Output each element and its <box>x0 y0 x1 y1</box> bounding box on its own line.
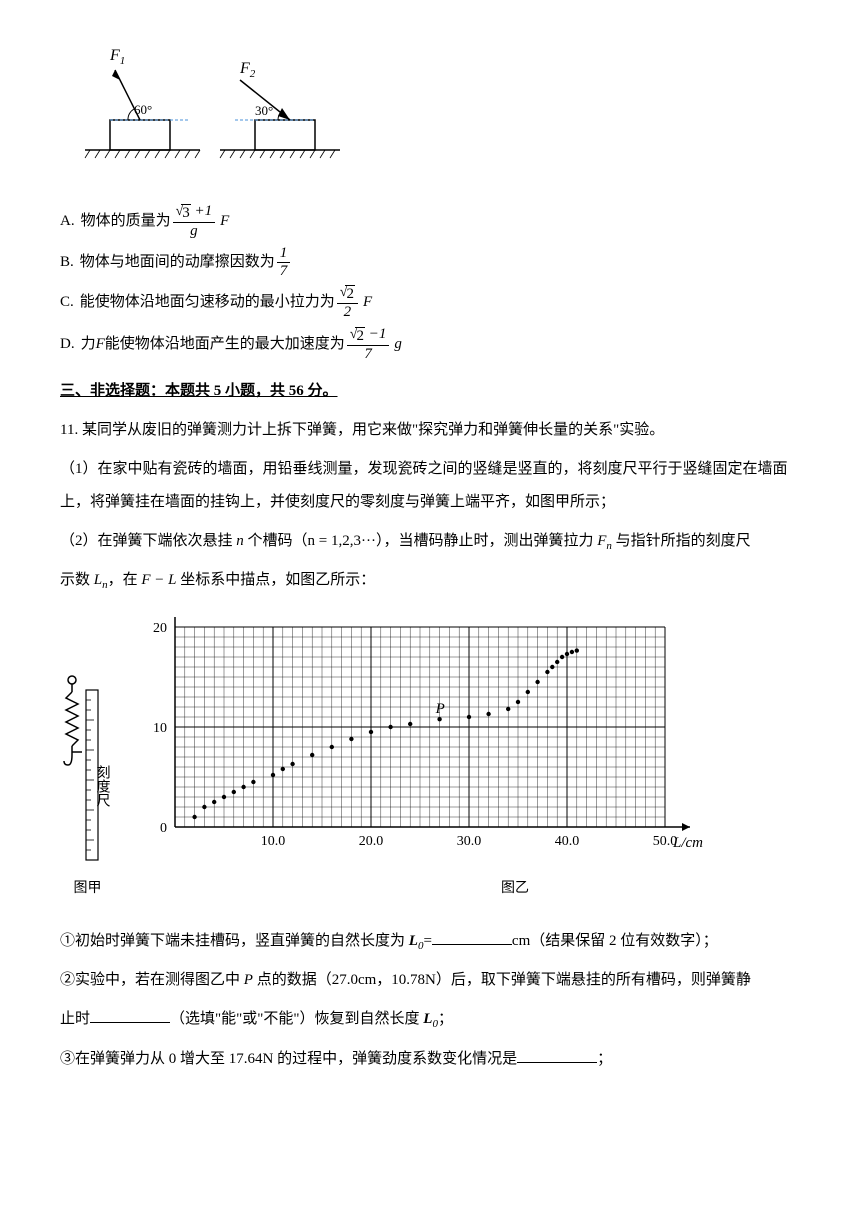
option-b-text: 物体与地面间的动摩擦因数为 <box>80 246 275 279</box>
svg-text:50.0: 50.0 <box>653 834 678 849</box>
svg-text:F/N: F/N <box>186 617 211 621</box>
angle1-text: 60° <box>134 102 152 117</box>
option-a-formula: 3 +1g F <box>171 203 230 241</box>
q11-part2-line2: 示数 Ln，在 F − L 坐标系中描点，如图乙所示： <box>60 564 800 597</box>
option-c-text: 能使物体沿地面匀速移动的最小拉力为 <box>80 286 335 319</box>
force-diagram-row: 60° F1 30° F2 <box>80 40 800 183</box>
caption-right: 图乙 <box>320 874 710 905</box>
option-d-formula: 2 −17 g <box>345 326 402 364</box>
svg-text:20: 20 <box>153 621 167 636</box>
q11-sub1: ①初始时弹簧下端未挂槽码，竖直弹簧的自然长度为 L0=cm（结果保留 2 位有效… <box>60 925 800 958</box>
option-d-text-pre: 力 <box>81 328 96 361</box>
chart-wrapper: F/NL/cm0102010.020.030.040.050.0P 图乙 <box>140 617 710 905</box>
option-a-label: A. <box>60 205 75 238</box>
svg-text:F2: F2 <box>239 60 256 80</box>
angle2-text: 30° <box>255 103 273 118</box>
q11-part2-line1: （2）在弹簧下端依次悬挂 n 个槽码（n = 1,2,3···），当槽码静止时，… <box>60 525 800 558</box>
option-d-label: D. <box>60 328 75 361</box>
blank-2[interactable] <box>90 1008 170 1023</box>
option-c: C. 能使物体沿地面匀速移动的最小拉力为 22 F <box>60 284 800 322</box>
fl-chart-svg: F/NL/cm0102010.020.030.040.050.0P <box>140 617 710 857</box>
blank-1[interactable] <box>432 930 512 945</box>
option-b-label: B. <box>60 246 74 279</box>
svg-text:F1: F1 <box>109 47 125 67</box>
q11-part1: （1）在家中贴有瓷砖的墙面，用铅垂线测量，发现瓷砖之间的竖缝是竖直的，将刻度尺平… <box>60 453 800 519</box>
force-diagram-svg: 60° F1 30° F2 <box>80 40 340 170</box>
q11-sub3: ③在弹簧弹力从 0 增大至 17.64N 的过程中，弹簧劲度系数变化情况是； <box>60 1043 800 1076</box>
option-c-formula: 22 F <box>335 284 372 322</box>
section-3-header: 三、非选择题：本题共 5 小题，共 56 分。 <box>60 375 800 408</box>
caption-left: 图甲 <box>74 874 102 905</box>
svg-text:P: P <box>435 702 445 718</box>
svg-text:30.0: 30.0 <box>457 834 482 849</box>
option-d-text-mid: 能使物体沿地面产生的最大加速度为 <box>105 328 345 361</box>
svg-text:20.0: 20.0 <box>359 834 384 849</box>
svg-text:10.0: 10.0 <box>261 834 286 849</box>
option-b: B. 物体与地面间的动摩擦因数为 17 <box>60 245 800 281</box>
option-d: D. 力 F 能使物体沿地面产生的最大加速度为 2 −17 g <box>60 326 800 364</box>
q11-sub2-line2: 止时（选填"能"或"不能"）恢复到自然长度 L0； <box>60 1003 800 1036</box>
svg-text:40.0: 40.0 <box>555 834 580 849</box>
option-a-text: 物体的质量为 <box>81 205 171 238</box>
ruler-label: 刻度尺 <box>95 765 111 807</box>
q11-sub2-line1: ②实验中，若在测得图乙中 P 点的数据（27.0cm，10.78N）后，取下弹簧… <box>60 964 800 997</box>
option-a: A. 物体的质量为 3 +1g F <box>60 203 800 241</box>
svg-text:10: 10 <box>153 721 167 736</box>
option-c-label: C. <box>60 286 74 319</box>
option-b-formula: 17 <box>275 245 293 281</box>
blank-3[interactable] <box>517 1048 597 1063</box>
svg-text:0: 0 <box>160 821 167 836</box>
spring-diagram: 刻度尺 图甲 <box>60 670 115 905</box>
chart-row: 刻度尺 图甲 F/NL/cm0102010.020.030.040.050.0P… <box>60 617 800 905</box>
q11-intro: 11. 某同学从废旧的弹簧测力计上拆下弹簧，用它来做"探究弹力和弹簧伸长量的关系… <box>60 414 800 447</box>
